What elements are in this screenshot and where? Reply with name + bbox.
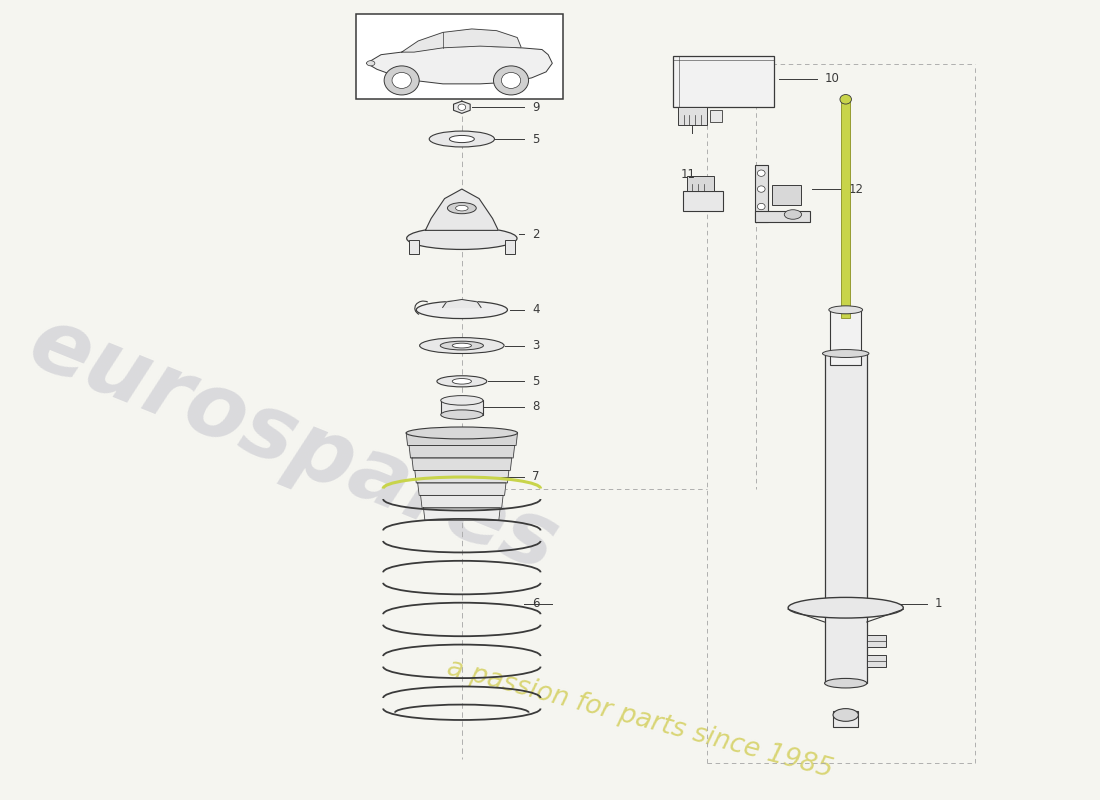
Ellipse shape (452, 378, 472, 384)
Text: 4: 4 (532, 303, 539, 316)
Ellipse shape (441, 410, 483, 419)
Bar (825, 354, 867, 683)
Ellipse shape (440, 341, 483, 350)
Ellipse shape (784, 210, 802, 219)
Polygon shape (402, 29, 521, 52)
Text: 12: 12 (848, 182, 864, 195)
Text: 10: 10 (825, 72, 839, 86)
Ellipse shape (833, 709, 858, 722)
Bar (688, 176, 714, 190)
Text: a passion for parts since 1985: a passion for parts since 1985 (443, 655, 835, 783)
Bar (409, 240, 419, 254)
Polygon shape (415, 470, 509, 483)
Circle shape (758, 186, 766, 192)
Ellipse shape (448, 202, 476, 214)
Ellipse shape (823, 350, 869, 358)
Text: 8: 8 (532, 400, 539, 414)
Bar (867, 654, 886, 667)
Bar (755, 211, 811, 222)
Bar (772, 185, 801, 205)
Circle shape (392, 73, 411, 89)
Text: 2: 2 (532, 228, 539, 241)
Text: 11: 11 (681, 168, 695, 182)
Circle shape (502, 73, 520, 89)
Polygon shape (453, 101, 470, 114)
Bar (867, 634, 886, 647)
Bar (356, 14, 562, 99)
Circle shape (458, 104, 465, 110)
Bar (755, 166, 768, 222)
Ellipse shape (429, 131, 495, 147)
Polygon shape (418, 483, 506, 495)
Polygon shape (426, 189, 498, 230)
Polygon shape (411, 458, 512, 470)
Ellipse shape (441, 396, 483, 405)
Text: 6: 6 (532, 598, 539, 610)
Ellipse shape (788, 598, 903, 618)
Ellipse shape (825, 678, 867, 688)
Polygon shape (409, 446, 515, 458)
Ellipse shape (452, 343, 472, 348)
Text: 3: 3 (532, 339, 539, 352)
Ellipse shape (828, 306, 862, 314)
Bar (711, 110, 722, 122)
Text: 9: 9 (532, 101, 539, 114)
Ellipse shape (419, 338, 504, 354)
Bar (842, 99, 850, 318)
Bar (678, 107, 706, 125)
Ellipse shape (450, 135, 474, 142)
Circle shape (494, 66, 529, 95)
Ellipse shape (406, 427, 517, 439)
Circle shape (840, 94, 851, 104)
Bar (830, 310, 861, 366)
Circle shape (384, 66, 419, 95)
Ellipse shape (416, 301, 507, 318)
Text: 5: 5 (532, 375, 539, 388)
Text: 5: 5 (532, 133, 539, 146)
Ellipse shape (437, 376, 487, 387)
Polygon shape (442, 299, 481, 307)
Polygon shape (406, 433, 517, 446)
Text: 1: 1 (935, 598, 943, 610)
Bar (683, 190, 723, 210)
Ellipse shape (407, 227, 517, 250)
Polygon shape (420, 495, 503, 508)
Ellipse shape (366, 61, 375, 66)
Circle shape (758, 170, 766, 176)
Bar (505, 240, 515, 254)
Text: 7: 7 (532, 470, 539, 483)
Bar (833, 711, 858, 727)
Polygon shape (366, 46, 552, 84)
Polygon shape (424, 508, 500, 520)
Text: eurospares: eurospares (18, 299, 571, 590)
Bar (441, 400, 483, 414)
Ellipse shape (455, 206, 469, 211)
Bar (673, 56, 773, 107)
Circle shape (758, 203, 766, 210)
